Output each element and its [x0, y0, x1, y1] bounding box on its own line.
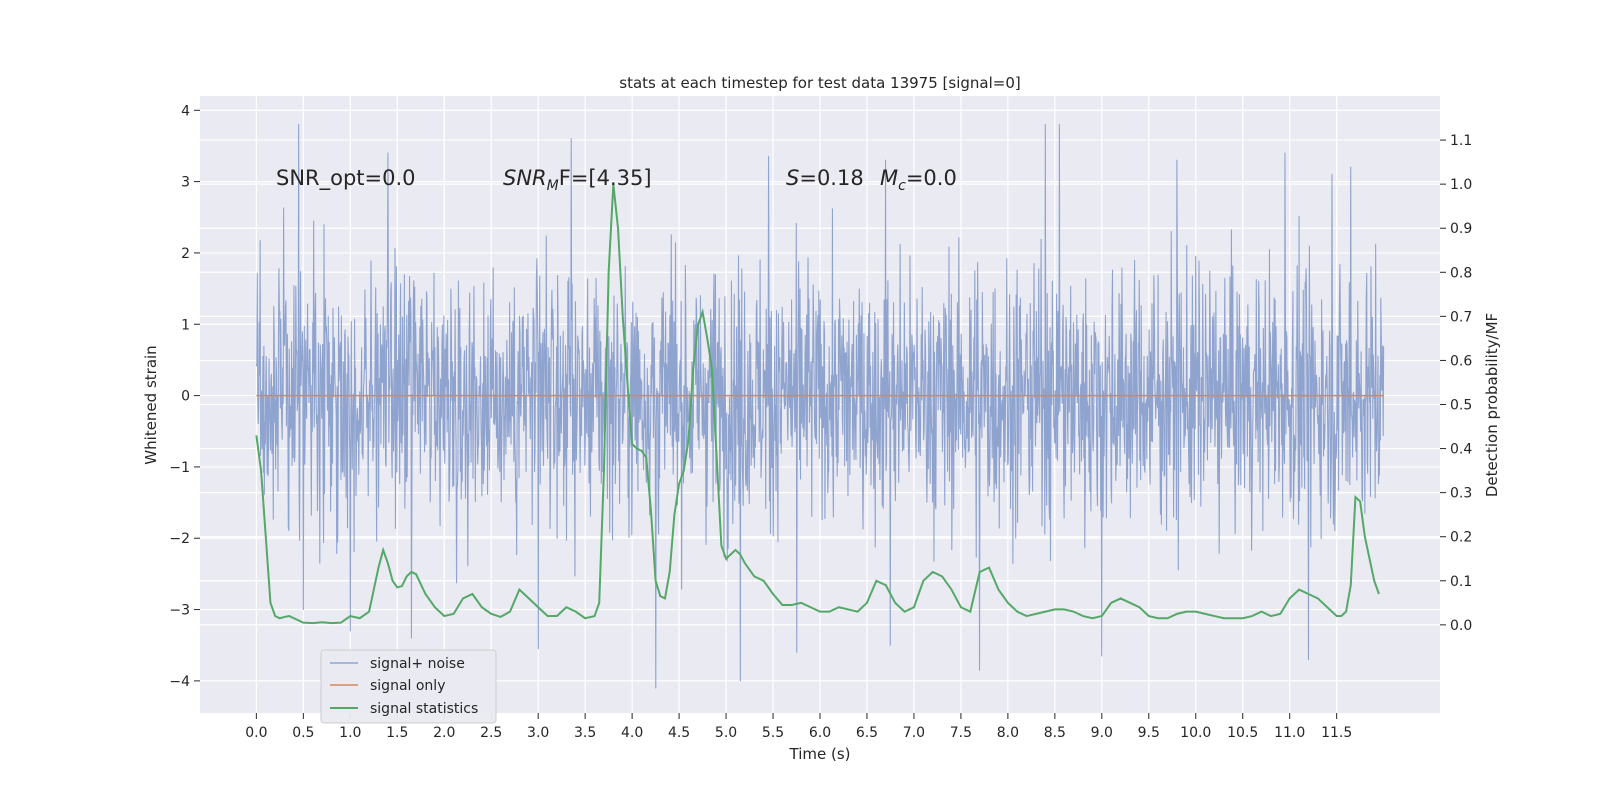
annotation-snr-opt: SNR_opt=0.0	[276, 166, 416, 191]
y2-tick-label: 0.8	[1450, 265, 1472, 281]
x-tick-label: 3.0	[527, 725, 549, 741]
annotation-mc: Mc=0.0	[880, 166, 957, 194]
x-tick-label: 9.0	[1091, 725, 1113, 741]
y2-tick-label: 1.1	[1450, 133, 1472, 149]
x-tick-label: 1.5	[386, 725, 408, 741]
x-tick-label: 11.5	[1321, 725, 1352, 741]
y-tick-label: 1	[181, 317, 190, 333]
y2-tick-label: 0.4	[1450, 442, 1472, 458]
legend-label-signal-statistics: signal statistics	[370, 701, 478, 717]
x-tick-label: 6.5	[856, 725, 878, 741]
annotation-snr-mf: SNRMF=[4.35]	[503, 166, 652, 194]
y-tick-label: 2	[181, 246, 190, 262]
y-tick-label: −3	[169, 603, 190, 619]
s-label: S	[786, 166, 799, 190]
x-tick-label: 7.0	[903, 725, 925, 741]
y2-tick-label: 0.2	[1450, 530, 1472, 546]
x-tick-label: 8.5	[1044, 725, 1066, 741]
y2-tick-label: 0.3	[1450, 486, 1472, 502]
legend-label-signal-only: signal only	[370, 678, 445, 694]
mc-base: M	[880, 166, 898, 190]
y2-tick-label: 1.0	[1450, 177, 1472, 193]
snr-mf-base: SNR	[503, 166, 547, 190]
x-tick-label: 8.0	[997, 725, 1019, 741]
x-tick-label: 4.5	[668, 725, 690, 741]
x-tick-label: 6.0	[809, 725, 831, 741]
y-tick-label: −4	[169, 674, 190, 690]
x-tick-label: 1.0	[339, 725, 361, 741]
x-tick-label: 10.0	[1180, 725, 1211, 741]
y2-tick-label: 0.1	[1450, 574, 1472, 590]
x-tick-label: 11.0	[1274, 725, 1305, 741]
x-tick-label: 0.0	[245, 725, 267, 741]
x-tick-label: 2.5	[480, 725, 502, 741]
legend: signal+ noise signal only signal statist…	[320, 649, 497, 724]
y-tick-label: −2	[169, 531, 190, 547]
y2-tick-label: 0.6	[1450, 353, 1472, 369]
x-tick-label: 10.5	[1227, 725, 1258, 741]
y2-tick-label: 0.7	[1450, 309, 1472, 325]
annotation-s: S=0.18	[786, 166, 864, 190]
y2-tick-label: 0.5	[1450, 398, 1472, 414]
y2-tick-label: 0.0	[1450, 618, 1472, 634]
y-tick-label: 0	[181, 389, 190, 405]
mc-sub: c	[898, 178, 906, 194]
x-tick-label: 2.0	[433, 725, 455, 741]
series-signal-statistics	[255, 184, 1380, 625]
y2-axis-label: Detection probability/MF	[1483, 313, 1501, 497]
x-tick-label: 3.5	[574, 725, 596, 741]
x-axis-ticks: 0.0 0.5 1.0 1.5 2.0 2.5 3.0 3.5 4.0 4.5 5.0 5.5 6.0 6…	[245, 713, 1352, 741]
y-axis-label: Whitened strain	[142, 345, 160, 464]
legend-label-signal-noise: signal+ noise	[370, 656, 465, 672]
x-tick-label: 5.0	[715, 725, 737, 741]
s-value: =0.18	[799, 166, 863, 190]
y2-tick-label: 0.9	[1450, 221, 1472, 237]
y-axis-ticks: 4 3 2 1 0 −1 −2 −3 −4	[169, 103, 200, 690]
snr-mf-rest: F=[4.35]	[559, 166, 652, 190]
legend-box	[320, 649, 497, 724]
y-tick-label: 4	[181, 103, 190, 119]
x-tick-label: 0.5	[292, 725, 314, 741]
noise-trace	[255, 123, 1385, 689]
y-tick-label: −1	[169, 460, 190, 476]
y2-axis-ticks: 1.1 1.0 0.9 0.8 0.7 0.6 0.5 0.4 0.3 0.2 0.1 0.0	[1440, 133, 1472, 634]
chart-title: stats at each timestep for test data 139…	[619, 74, 1020, 92]
x-tick-label: 7.5	[950, 725, 972, 741]
x-axis-label: Time (s)	[789, 745, 851, 763]
series-signal-noise	[255, 123, 1385, 689]
x-tick-label: 4.0	[621, 725, 643, 741]
snr-mf-sub: M	[547, 178, 559, 194]
x-tick-label: 5.5	[762, 725, 784, 741]
y-tick-label: 3	[181, 175, 190, 191]
x-tick-label: 9.5	[1138, 725, 1160, 741]
mc-value: =0.0	[906, 166, 957, 190]
